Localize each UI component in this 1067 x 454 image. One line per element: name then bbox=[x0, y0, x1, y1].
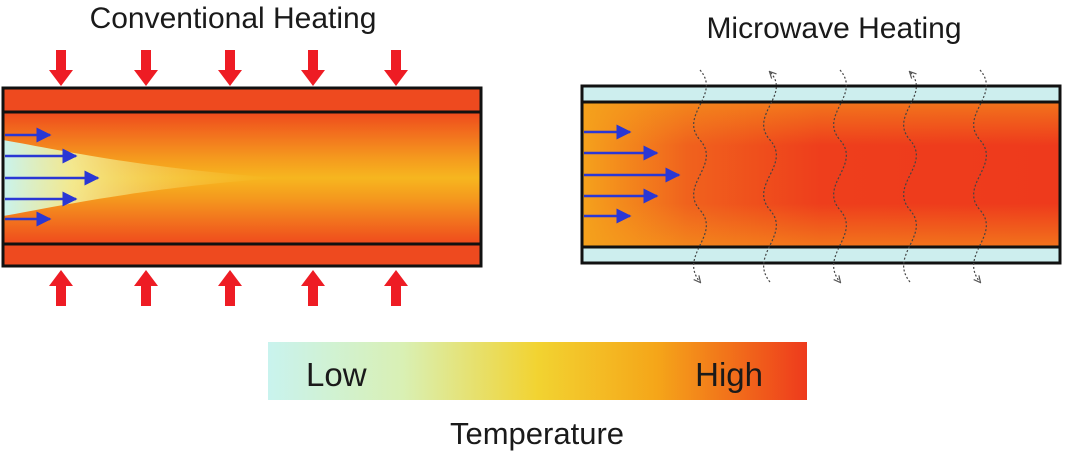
microwave-panel: Microwave Heating bbox=[580, 12, 1062, 282]
conventional-panel: Conventional Heating bbox=[1, 2, 483, 306]
legend-low-label: Low bbox=[306, 356, 367, 393]
legend-caption: Temperature bbox=[450, 416, 624, 451]
flow-arrows-microwave bbox=[584, 124, 681, 224]
microwave-wall-bottom bbox=[580, 245, 1062, 265]
microwave-wave-icon bbox=[973, 69, 987, 282]
heat-arrow-icon bbox=[384, 270, 408, 306]
conventional-wall-top bbox=[1, 86, 483, 114]
temperature-gradient-bar bbox=[268, 342, 807, 400]
heat-arrow-icon bbox=[384, 50, 408, 86]
flow-arrows-conventional bbox=[5, 127, 100, 227]
heat-arrows-top bbox=[49, 50, 408, 86]
heat-arrow-icon bbox=[134, 50, 158, 86]
microwave-wave-icon bbox=[693, 69, 707, 282]
temperature-legend: Low High Temperature bbox=[268, 342, 807, 451]
microwave-title: Microwave Heating bbox=[706, 12, 961, 45]
heat-arrow-icon bbox=[218, 50, 242, 86]
heat-arrow-icon bbox=[301, 50, 325, 86]
heat-arrow-icon bbox=[49, 50, 73, 86]
heat-arrows-bottom bbox=[49, 270, 408, 306]
conventional-wall-bottom bbox=[1, 242, 483, 268]
microwave-wave-icon bbox=[833, 69, 847, 282]
microwave-waves bbox=[693, 69, 987, 282]
heat-arrow-icon bbox=[134, 270, 158, 306]
conventional-title: Conventional Heating bbox=[90, 2, 377, 35]
heat-arrow-icon bbox=[301, 270, 325, 306]
microwave-wall-top bbox=[580, 84, 1062, 104]
legend-high-label: High bbox=[695, 356, 763, 393]
heat-arrow-icon bbox=[218, 270, 242, 306]
heat-arrow-icon bbox=[49, 270, 73, 306]
